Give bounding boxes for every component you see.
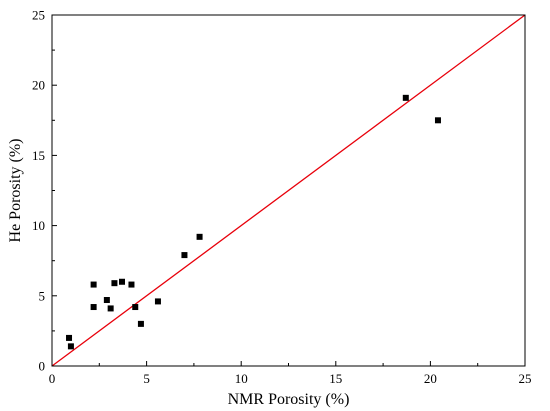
data-point xyxy=(128,281,135,288)
data-point xyxy=(434,117,441,124)
x-axis-title: NMR Porosity (%) xyxy=(228,391,350,408)
data-point xyxy=(402,94,409,101)
data-point xyxy=(90,304,97,311)
data-point xyxy=(107,305,114,312)
data-point xyxy=(181,252,188,259)
y-tick-label: 5 xyxy=(39,288,46,303)
data-point xyxy=(90,281,97,288)
data-point xyxy=(119,278,126,285)
x-tick-label: 10 xyxy=(235,371,248,386)
axis-ticks: 0 5 10 15 20 25 0 5 10 15 20 25 xyxy=(32,8,532,387)
x-tick-label: 5 xyxy=(143,371,150,386)
data-point xyxy=(66,334,73,341)
x-tick-label: 25 xyxy=(519,371,532,386)
data-point xyxy=(137,320,144,327)
x-tick-label: 15 xyxy=(329,371,342,386)
data-point xyxy=(154,298,161,305)
data-point xyxy=(132,304,139,311)
reference-line xyxy=(51,14,526,367)
data-point xyxy=(103,297,110,304)
data-point xyxy=(111,280,118,287)
y-tick-label: 15 xyxy=(32,148,45,163)
x-tick-label: 0 xyxy=(49,371,56,386)
data-point xyxy=(67,343,74,350)
x-tick-label: 20 xyxy=(424,371,437,386)
y-tick-label: 10 xyxy=(32,218,45,233)
y-axis-title: He Porosity (%) xyxy=(7,139,24,243)
plot-area xyxy=(51,14,526,367)
y-tick-label: 25 xyxy=(32,8,45,23)
y-tick-label: 0 xyxy=(39,359,46,374)
y-tick-label: 20 xyxy=(32,78,45,93)
data-point xyxy=(196,233,203,240)
